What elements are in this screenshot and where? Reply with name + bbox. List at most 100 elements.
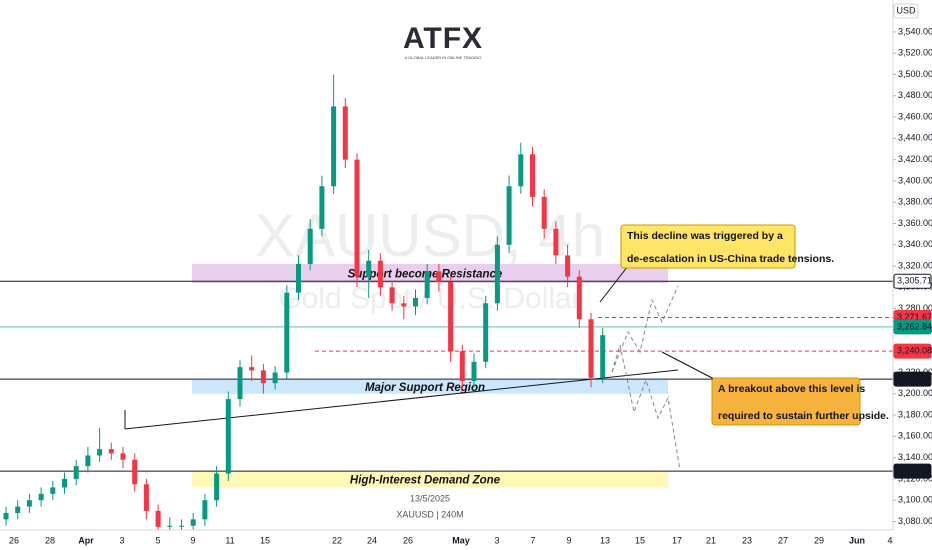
candle-body: [143, 484, 149, 511]
trend-line: [124, 369, 679, 430]
candle-body: [389, 287, 395, 304]
zone-label: High-Interest Demand Zone: [350, 474, 501, 486]
candle-body: [448, 282, 454, 352]
candle-body: [237, 367, 243, 400]
candle-body: [541, 196, 547, 229]
candle-body: [26, 500, 32, 507]
x-tick-label: Jun: [849, 535, 865, 545]
candle-body: [214, 473, 220, 501]
plot-area: XAUUSD, 4h Gold Spot / U.S. Dollar Suppo…: [0, 74, 893, 530]
callout-text: A breakout above this level is: [718, 383, 865, 395]
y-tick-label: 3,460.000: [898, 111, 932, 121]
price-level-label: 3,271.6709: [897, 312, 932, 322]
zone: [192, 471, 668, 488]
price-level-tag: [893, 343, 932, 359]
y-tick-label: 3,540.000: [898, 26, 932, 36]
candle-body: [565, 255, 571, 277]
y-tick-label: 3,360.000: [898, 218, 932, 228]
candle-body: [155, 510, 161, 527]
candle-body: [401, 303, 407, 307]
x-tick-label: 21: [706, 535, 716, 545]
x-tick-label: Apr: [78, 535, 94, 545]
callout-text: required to sustain further upside.: [718, 410, 889, 422]
x-tick-label: 24: [367, 535, 377, 545]
x-tick-label: 5: [155, 535, 160, 545]
y-tick-label: 3,380.000: [898, 197, 932, 207]
price-level-tag: [893, 273, 932, 289]
candle-body: [225, 399, 231, 474]
y-tick-label: 3,440.000: [898, 133, 932, 143]
x-tick-label: 11: [225, 535, 234, 545]
candle-body: [179, 525, 184, 527]
y-tick-label: 3,200.000: [898, 388, 932, 398]
logo: ATFX A GLOBAL LEADER IN ONLINE TRADING: [403, 22, 482, 60]
candle-body: [120, 453, 126, 460]
callout-pointer: [661, 351, 717, 381]
candle-body: [167, 525, 173, 527]
currency: USD: [896, 5, 916, 15]
y-tick-label: 3,100.000: [898, 495, 932, 505]
candle-body: [296, 263, 301, 293]
watermark-symbol: XAUUSD, 4h: [255, 202, 605, 269]
zone-label: Major Support Region: [365, 382, 485, 394]
candle-body: [600, 335, 606, 378]
candle-body: [202, 500, 208, 520]
candle-body: [331, 106, 337, 187]
x-tick-label: 22: [332, 535, 342, 545]
y-tick-label: 3,280.000: [898, 303, 932, 313]
x-tick-label: 13: [600, 535, 610, 545]
candle-body: [494, 244, 500, 304]
y-tick-label: 3,420.000: [898, 154, 932, 164]
candle-body: [506, 186, 512, 245]
y-tick-label: 3,480.000: [898, 90, 932, 100]
candle-body: [132, 459, 138, 485]
y-tick-label: 3,160.000: [898, 431, 932, 441]
candle-body: [307, 228, 313, 264]
candle-body: [588, 319, 594, 378]
candle-body: [518, 154, 524, 187]
candle-body: [377, 260, 383, 288]
x-tick-label: 26: [403, 535, 413, 545]
y-tick-label: 3,140.000: [898, 452, 932, 462]
candle-body: [576, 276, 582, 320]
footer-date: 13/5/2025: [410, 493, 450, 503]
x-tick-label: 15: [635, 535, 645, 545]
candle-body: [73, 466, 79, 479]
price-level-tag: [893, 371, 932, 387]
price-level-tag: [893, 319, 932, 335]
candle-body: [413, 297, 418, 307]
candle-body: [553, 228, 559, 256]
y-tick-label: 3,180.000: [898, 409, 932, 419]
price-level-label: 3,127.3314: [897, 465, 932, 475]
x-tick-label: 28: [45, 535, 55, 545]
y-tick-label: 3,320.000: [898, 260, 932, 270]
x-tick-label: 4: [887, 535, 892, 545]
candle-body: [50, 487, 56, 494]
price-level-label: 3,262.8450: [897, 321, 932, 331]
callout-text: This decline was triggered by a: [627, 230, 783, 242]
candle-body: [249, 367, 255, 371]
currency-box: [893, 3, 919, 19]
x-tick-label: 17: [672, 535, 682, 545]
x-tick-label: 29: [814, 535, 824, 545]
watermark-description: Gold Spot / U.S. Dollar: [278, 282, 581, 315]
callout-text: de-escalation in US-China trade tensions…: [627, 253, 834, 265]
candle-body: [459, 351, 465, 382]
x-tick-label: 27: [778, 535, 788, 545]
x-tick-label: 23: [742, 535, 752, 545]
logo-tagline: A GLOBAL LEADER IN ONLINE TRADING: [405, 55, 482, 60]
x-tick-label: 9: [566, 535, 571, 545]
x-tick-label: 15: [260, 535, 270, 545]
candle-body: [38, 493, 44, 501]
price-level-label: 3,305.7187: [897, 276, 932, 286]
candle-body: [483, 303, 489, 362]
callout-box: [711, 377, 861, 426]
candle-body: [85, 455, 91, 467]
candle-body: [62, 478, 67, 488]
y-tick-label: 3,080.000: [898, 516, 932, 526]
candle-body: [108, 449, 114, 454]
candle-body: [260, 370, 266, 384]
price-level-tag: [893, 463, 932, 479]
